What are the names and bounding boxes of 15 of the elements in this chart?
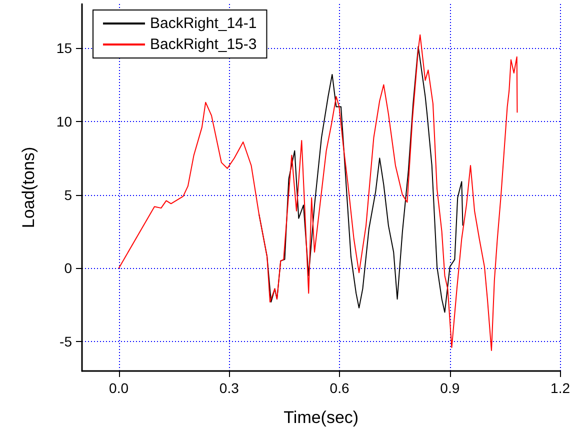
line-series [118, 34, 518, 351]
y-tick-label: -5 [60, 334, 72, 350]
x-tick-label: 0.9 [440, 380, 460, 396]
x-tick-label: 0.3 [219, 380, 240, 396]
y-tick-label: 0 [64, 260, 72, 276]
x-axis-title: Time(sec) [284, 408, 359, 427]
legend-label: BackRight_14-1 [150, 15, 257, 32]
x-tick-label: 0.0 [109, 380, 129, 396]
legend-label: BackRight_15-3 [150, 36, 257, 53]
y-tick-label: 5 [64, 186, 72, 203]
y-axis-title: Load(tons) [19, 146, 38, 228]
x-tick-label: 0.6 [330, 380, 350, 396]
y-tick-label: 15 [56, 40, 72, 56]
y-tick-label: 10 [56, 113, 72, 130]
x-tick-label: 1.2 [550, 380, 570, 396]
